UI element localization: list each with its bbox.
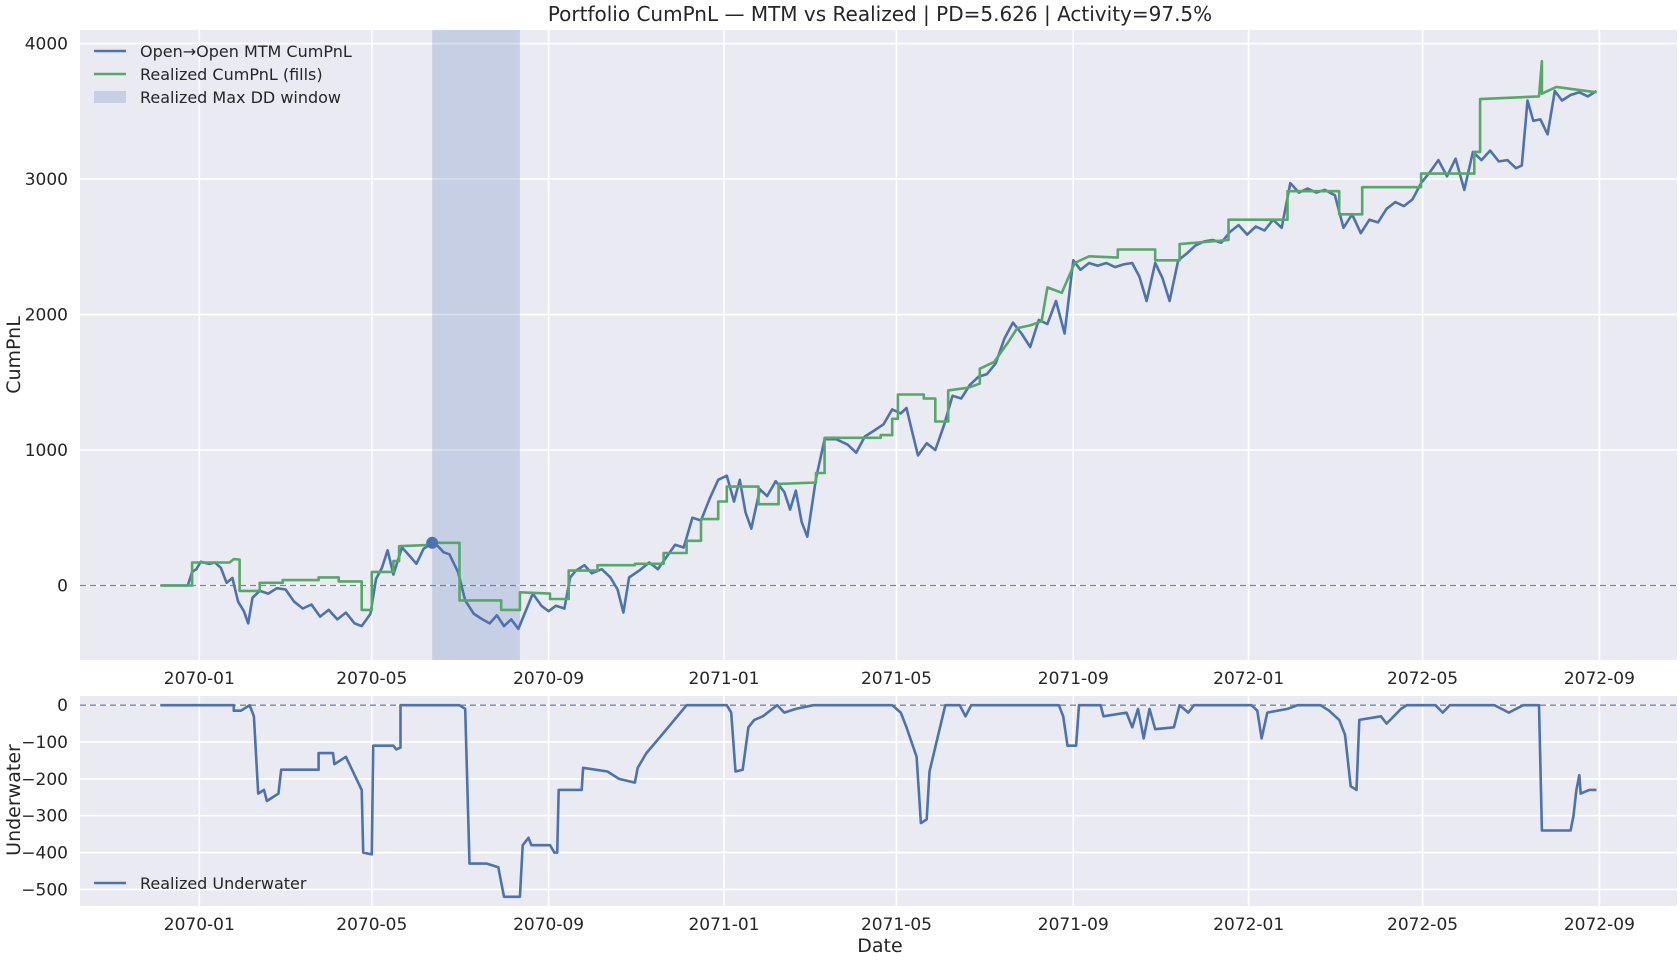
top-legend-label: Realized Max DD window [140, 88, 341, 107]
bottom-x-tick-label: 2071-09 [1038, 915, 1109, 935]
bottom-y-tick-label: −500 [21, 880, 68, 900]
top-x-tick-label: 2070-05 [336, 669, 407, 689]
top-x-tick-label: 2070-09 [513, 669, 584, 689]
bottom-plot-layer [80, 703, 1677, 899]
top-y-axis-label: CumPnL [3, 316, 25, 394]
top-legend-label: Open→Open MTM CumPnL [140, 42, 352, 61]
top-x-tick-label: 2072-01 [1213, 669, 1284, 689]
top-y-tick-label: 3000 [25, 170, 68, 190]
bottom-y-tick-label: −400 [21, 844, 68, 864]
bottom-y-tick-label: 0 [57, 696, 68, 716]
bottom-x-tick-label: 2070-09 [513, 915, 584, 935]
top-y-tick-label: 4000 [25, 35, 68, 55]
top-legend-label: Realized CumPnL (fills) [140, 65, 323, 84]
bottom-x-tick-label: 2070-01 [164, 915, 235, 935]
bottom-x-tick-label: 2071-05 [861, 915, 932, 935]
bottom-x-tick-label: 2072-05 [1387, 915, 1458, 935]
underwater-panel: 2070-01 2070-05 2070-09 2071-01 2071-05 2071-… [21, 696, 1677, 935]
bottom-x-tick-label: 2071-01 [688, 915, 759, 935]
bottom-legend-label: Realized Underwater [140, 874, 307, 893]
bottom-x-tick-label: 2072-01 [1213, 915, 1284, 935]
top-y-tick-label: 1000 [25, 441, 68, 461]
top-x-tick-label: 2070-01 [164, 669, 235, 689]
mtm-cumpnl-line [160, 89, 1598, 631]
top-x-tick-label: 2071-01 [688, 669, 759, 689]
top-legend-swatch [94, 91, 126, 103]
bottom-y-axis-label: Underwater [3, 744, 25, 856]
top-x-tick-label: 2072-09 [1564, 669, 1635, 689]
bottom-plot-area [80, 696, 1677, 906]
realized-cumpnl-line [160, 59, 1597, 612]
top-legend: Open→Open MTM CumPnL Realized CumPnL (fil… [94, 42, 352, 107]
max-dd-window [432, 30, 520, 660]
top-x-tick-label: 2071-09 [1038, 669, 1109, 689]
realized-underwater-line [160, 703, 1597, 899]
top-plot-area [80, 30, 1677, 660]
peak-marker [426, 536, 439, 549]
bottom-x-tick-label: 2070-05 [336, 915, 407, 935]
bottom-legend: Realized Underwater [94, 874, 307, 893]
top-y-tick-label: 2000 [25, 306, 68, 326]
top-y-tick-label: 0 [57, 576, 68, 596]
top-plot-layer [80, 30, 1677, 660]
top-x-tick-label: 2071-05 [861, 669, 932, 689]
bottom-y-tick-label: −200 [21, 770, 68, 790]
top-x-tick-label: 2072-05 [1387, 669, 1458, 689]
bottom-x-tick-label: 2072-09 [1564, 915, 1635, 935]
cumpnl-panel: 2070-01 2070-05 2070-09 2071-01 2071-05 2071-… [25, 30, 1677, 689]
bottom-y-tick-label: −100 [21, 733, 68, 753]
chart-title: Portfolio CumPnL — MTM vs Realized | PD=… [548, 2, 1212, 26]
x-axis-label: Date [857, 935, 902, 957]
bottom-y-tick-label: −300 [21, 807, 68, 827]
